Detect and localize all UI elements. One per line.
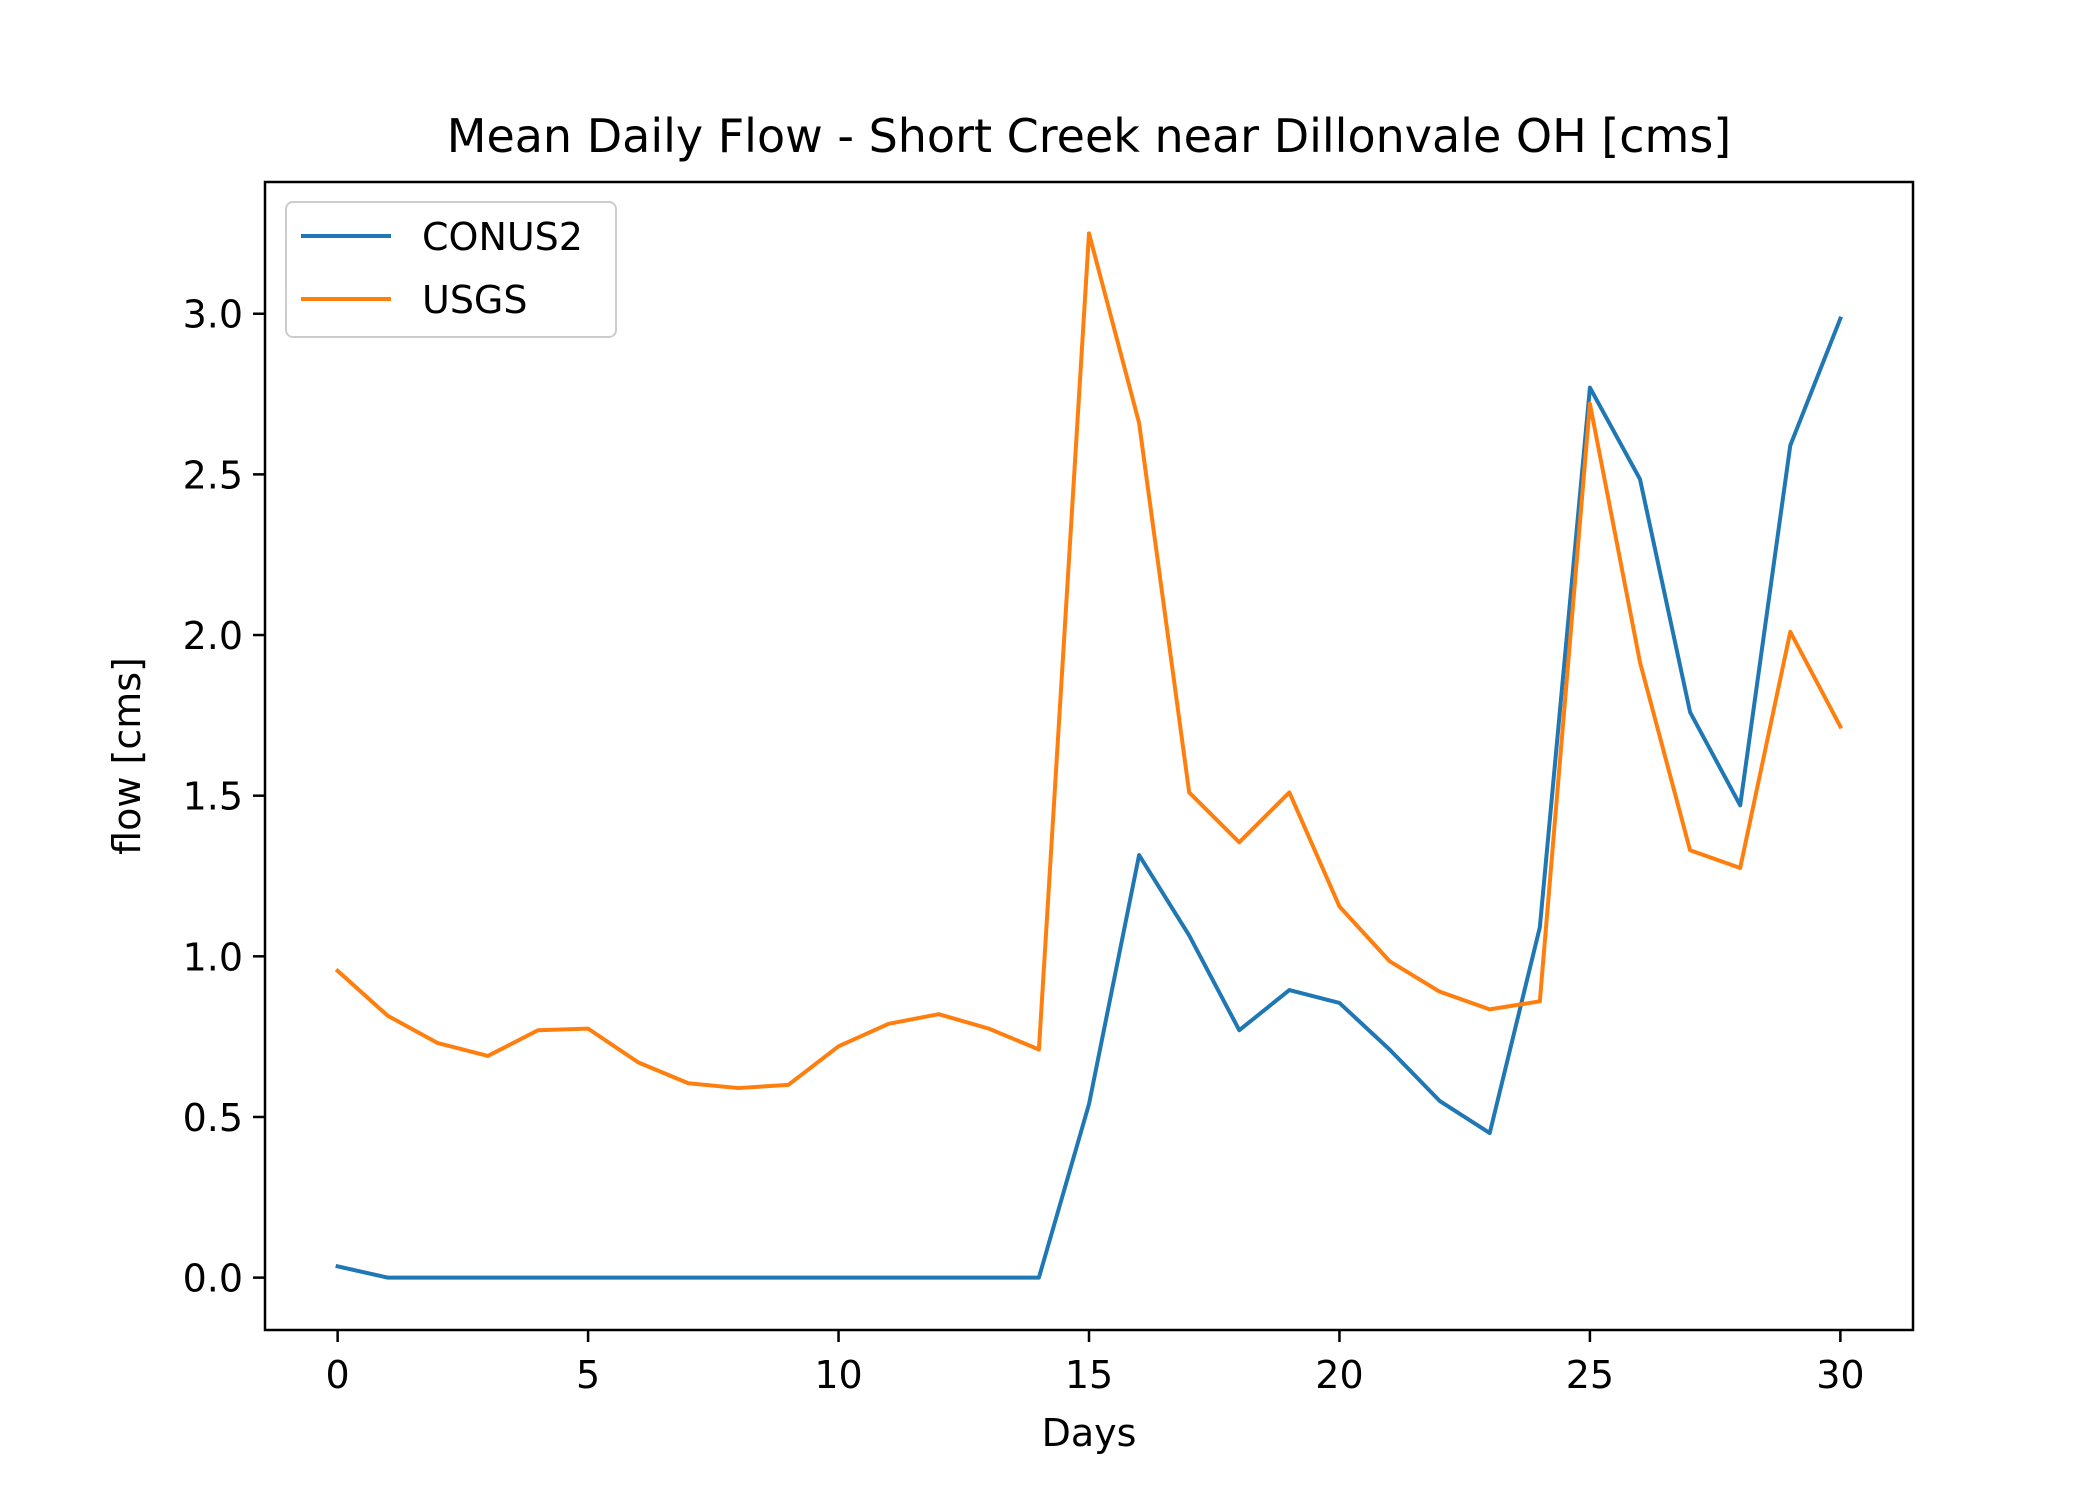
data-point-conus2: [887, 1276, 891, 1280]
data-point-usgs: [1738, 866, 1742, 870]
data-point-conus2: [937, 1276, 941, 1280]
legend-label-usgs: USGS: [422, 278, 528, 322]
data-point-conus2: [486, 1276, 490, 1280]
data-point-usgs: [1788, 630, 1792, 634]
data-point-conus2: [1588, 386, 1592, 390]
data-point-usgs: [937, 1012, 941, 1016]
y-tick-label: 2.5: [183, 453, 243, 497]
data-point-usgs: [336, 969, 340, 973]
legend-label-conus2: CONUS2: [422, 215, 583, 259]
data-point-usgs: [1638, 660, 1642, 664]
x-tick-label: 25: [1566, 1353, 1614, 1397]
data-point-usgs: [1237, 840, 1241, 844]
y-tick-label: 0.0: [183, 1257, 243, 1301]
data-point-usgs: [1187, 790, 1191, 794]
data-point-usgs: [837, 1044, 841, 1048]
data-point-conus2: [1488, 1131, 1492, 1135]
series-line-usgs: [334, 231, 1844, 1091]
data-point-conus2: [837, 1276, 841, 1280]
data-point-conus2: [586, 1276, 590, 1280]
data-point-conus2: [987, 1276, 991, 1280]
data-point-conus2: [686, 1276, 690, 1280]
y-tick-label: 3.0: [183, 293, 243, 337]
data-point-usgs: [887, 1022, 891, 1026]
series-line-conus2: [335, 315, 1843, 1280]
data-point-conus2: [736, 1276, 740, 1280]
data-point-conus2: [1187, 933, 1191, 937]
legend: CONUS2 USGS: [285, 201, 617, 338]
x-axis: 0 5 10 15 20 25 30: [326, 1330, 1865, 1397]
data-point-usgs: [1337, 905, 1341, 909]
data-point-usgs: [1388, 959, 1392, 963]
data-point-conus2: [1388, 1048, 1392, 1052]
x-tick-label: 10: [814, 1353, 862, 1397]
data-point-conus2: [1838, 317, 1842, 321]
data-point-conus2: [1337, 1001, 1341, 1005]
data-point-usgs: [1588, 402, 1592, 406]
x-tick-label: 0: [326, 1353, 350, 1397]
x-axis-label: Days: [1042, 1411, 1137, 1455]
y-axis-label: flow [cms]: [105, 657, 149, 855]
series-layer: [334, 231, 1844, 1280]
data-point-conus2: [1037, 1276, 1041, 1280]
data-point-usgs: [1438, 990, 1442, 994]
data-point-usgs: [586, 1027, 590, 1031]
x-tick-label: 20: [1315, 1353, 1363, 1397]
data-point-conus2: [1788, 443, 1792, 447]
data-point-conus2: [536, 1276, 540, 1280]
data-point-usgs: [1688, 848, 1692, 852]
x-tick-label: 5: [576, 1353, 600, 1397]
data-point-usgs: [1488, 1007, 1492, 1011]
data-point-conus2: [1638, 477, 1642, 481]
data-point-conus2: [436, 1276, 440, 1280]
x-tick-label: 30: [1816, 1353, 1864, 1397]
data-point-usgs: [786, 1083, 790, 1087]
data-point-usgs: [1538, 999, 1542, 1003]
data-point-conus2: [1137, 853, 1141, 857]
data-point-usgs: [987, 1027, 991, 1031]
data-point-usgs: [1838, 725, 1842, 729]
y-tick-label: 1.5: [183, 775, 243, 819]
data-point-usgs: [686, 1081, 690, 1085]
data-point-usgs: [436, 1041, 440, 1045]
data-point-conus2: [1237, 1028, 1241, 1032]
data-point-conus2: [1087, 1102, 1091, 1106]
chart-title: Mean Daily Flow - Short Creek near Dillo…: [447, 109, 1732, 163]
data-point-usgs: [486, 1054, 490, 1058]
data-point-usgs: [736, 1086, 740, 1090]
data-point-conus2: [336, 1264, 340, 1268]
data-point-usgs: [1137, 421, 1141, 425]
data-point-usgs: [1287, 790, 1291, 794]
data-point-conus2: [1287, 988, 1291, 992]
y-axis: 0.0 0.5 1.0 1.5 2.0 2.5 3.0: [183, 293, 265, 1301]
data-point-usgs: [1087, 231, 1091, 235]
data-point-conus2: [1738, 803, 1742, 807]
data-point-usgs: [386, 1014, 390, 1018]
data-point-conus2: [786, 1276, 790, 1280]
data-point-conus2: [636, 1276, 640, 1280]
data-point-usgs: [536, 1028, 540, 1032]
data-point-conus2: [1688, 710, 1692, 714]
data-point-conus2: [386, 1276, 390, 1280]
data-point-conus2: [1538, 925, 1542, 929]
y-tick-label: 0.5: [183, 1096, 243, 1140]
y-tick-label: 1.0: [183, 935, 243, 979]
data-point-conus2: [1438, 1099, 1442, 1103]
data-point-usgs: [636, 1060, 640, 1064]
data-point-usgs: [1037, 1048, 1041, 1052]
y-tick-label: 2.0: [183, 614, 243, 658]
x-tick-label: 15: [1065, 1353, 1113, 1397]
